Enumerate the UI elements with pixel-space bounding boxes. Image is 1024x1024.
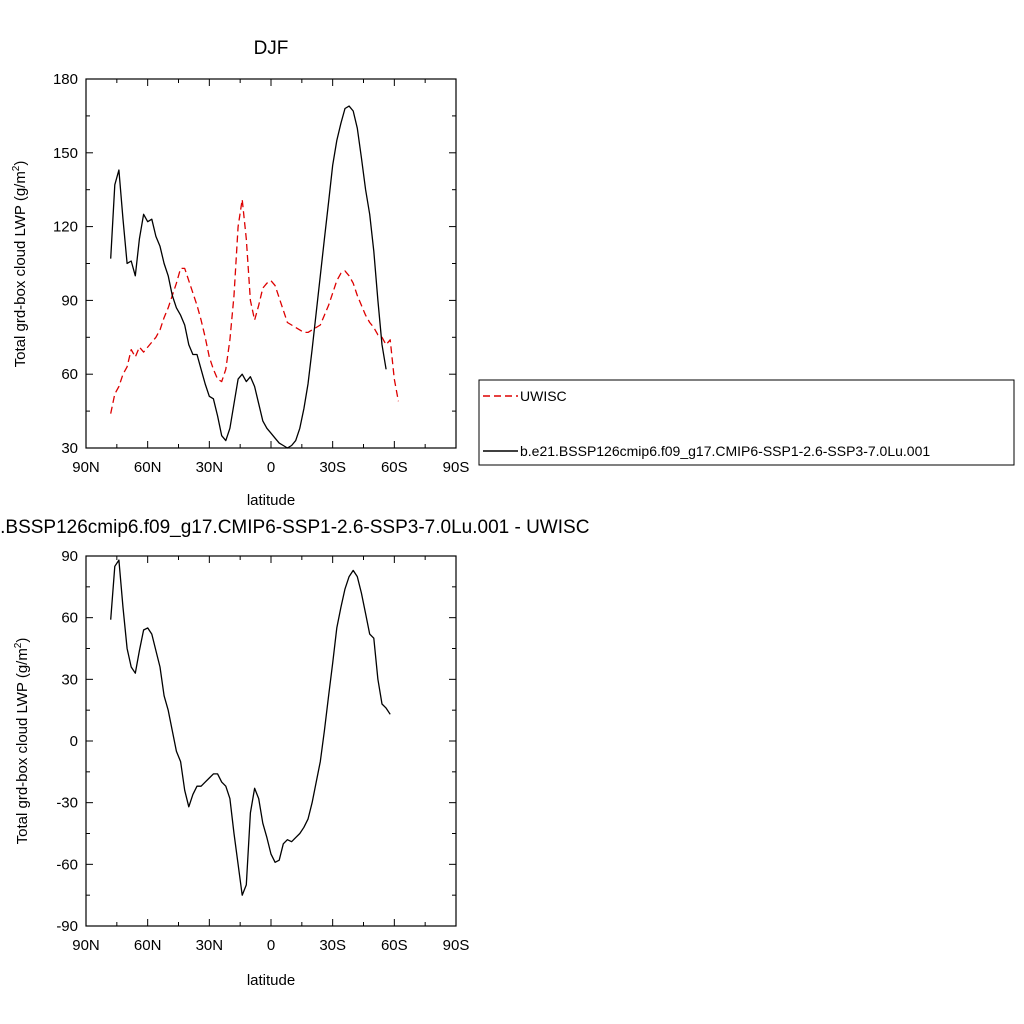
- top-y-axis-label-main: Total grd-box cloud LWP (g/m: [12, 171, 29, 367]
- bottom-y-tick-label: -90: [56, 918, 78, 935]
- legend: UWISC b.e21.BSSP126cmip6.f09_g17.CMIP6-S…: [478, 379, 1015, 466]
- bottom-x-tick-label: 30S: [319, 937, 346, 954]
- top-y-axis-label-sup: 2: [11, 165, 22, 171]
- bottom-panel: b.e21.BSSP126cmip6.f09_g17.CMIP6-SSP1-2.…: [0, 517, 589, 989]
- bottom-y-axis-label: Total grd-box cloud LWP (g/m2): [13, 638, 31, 845]
- bottom-series-group: [110, 559, 391, 896]
- bottom-y-tick-label: 60: [61, 610, 78, 627]
- bottom-y-tick-label: 90: [61, 548, 78, 565]
- top-y-tick-label: 120: [53, 219, 78, 236]
- top-y-axis-label: Total grd-box cloud LWP (g/m2): [11, 161, 29, 368]
- top-x-tick-label: 60S: [381, 459, 408, 476]
- top-series-line-1: [110, 105, 387, 449]
- top-series-line-0: [110, 198, 400, 414]
- legend-label-model: b.e21.BSSP126cmip6.f09_g17.CMIP6-SSP1-2.…: [520, 443, 930, 459]
- bottom-series-line-0: [110, 559, 391, 896]
- bottom-y-axis-label-sup: 2: [13, 642, 24, 648]
- top-x-tick-label: 30S: [319, 459, 346, 476]
- bottom-x-tick-label: 60N: [134, 937, 162, 954]
- top-y-axis: 30 60 90 120 150 180: [53, 71, 456, 457]
- top-x-axis-label: latitude: [247, 492, 295, 509]
- top-y-tick-label: 60: [61, 366, 78, 383]
- bottom-y-axis: -90 -60 -30 0 30 60 90: [56, 548, 456, 935]
- top-x-tick-label: 30N: [196, 459, 224, 476]
- bottom-x-tick-label: 30N: [196, 937, 224, 954]
- top-series-group: [110, 105, 400, 449]
- top-x-axis: 90N 60N 30N 0 30S 60S 90S: [72, 79, 469, 476]
- legend-frame: [478, 379, 1015, 466]
- top-chart-title: DJF: [254, 38, 289, 59]
- top-y-tick-label: 30: [61, 440, 78, 457]
- top-y-tick-label: 150: [53, 145, 78, 162]
- bottom-x-axis: 90N 60N 30N 0 30S 60S 90S: [72, 556, 469, 954]
- bottom-x-axis-label: latitude: [247, 972, 295, 989]
- top-x-tick-label: 90S: [443, 459, 470, 476]
- bottom-x-tick-label: 0: [267, 937, 275, 954]
- bottom-chart-title: b.e21.BSSP126cmip6.f09_g17.CMIP6-SSP1-2.…: [0, 517, 589, 538]
- bottom-x-tick-label: 90S: [443, 937, 470, 954]
- bottom-y-axis-label-main: Total grd-box cloud LWP (g/m: [14, 648, 31, 844]
- top-plot-frame: [85, 78, 457, 449]
- top-y-axis-label-close: ): [12, 161, 29, 166]
- bottom-plot-frame: [85, 555, 457, 927]
- top-x-tick-label: 60N: [134, 459, 162, 476]
- bottom-x-tick-label: 60S: [381, 937, 408, 954]
- bottom-y-tick-label: -60: [56, 856, 78, 873]
- top-y-tick-label: 180: [53, 71, 78, 88]
- bottom-y-axis-label-close: ): [14, 638, 31, 643]
- bottom-y-tick-label: 0: [70, 733, 78, 750]
- top-x-tick-label: 0: [267, 459, 275, 476]
- bottom-y-tick-label: -30: [56, 795, 78, 812]
- legend-label-uwisc: UWISC: [520, 388, 567, 404]
- top-x-tick-label: 90N: [72, 459, 100, 476]
- top-y-tick-label: 90: [61, 292, 78, 309]
- bottom-x-tick-label: 90N: [72, 937, 100, 954]
- bottom-y-tick-label: 30: [61, 671, 78, 688]
